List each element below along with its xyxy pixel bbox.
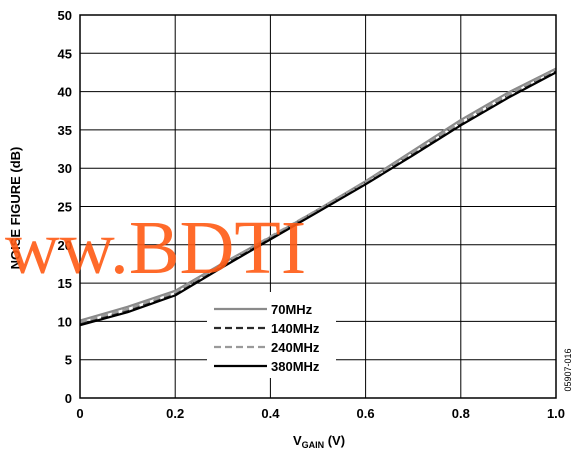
x-axis-title-main: V: [293, 433, 302, 448]
y-tick-label: 15: [58, 276, 72, 291]
legend: 70MHz 140MHz 240MHz 380MHz: [207, 292, 336, 378]
y-tick-label: 40: [58, 85, 72, 100]
legend-label-70MHz: 70MHz: [271, 302, 313, 317]
series-layer: [79, 67, 557, 327]
y-tick-label: 50: [58, 8, 72, 23]
y-tick-label: 25: [58, 200, 72, 215]
x-tick-label: 0: [76, 406, 83, 421]
x-tick-labels: 0 0.2 0.4 0.6 0.8 1.0: [76, 406, 565, 421]
series-line-240MHz: [79, 68, 557, 324]
legend-box: [207, 292, 336, 378]
x-tick-label: 0.8: [452, 406, 470, 421]
y-tick-label: 45: [58, 46, 72, 61]
y-tick-label: 30: [58, 161, 72, 176]
x-tick-label: 0.6: [357, 406, 375, 421]
x-tick-label: 1.0: [547, 406, 565, 421]
x-axis-title-unit: (V): [324, 433, 345, 448]
y-tick-label: 10: [58, 314, 72, 329]
y-axis-title: NOISE FIGURE (dB): [8, 147, 23, 270]
x-axis-title: VGAIN (V): [293, 433, 345, 450]
y-tick-label: 35: [58, 123, 72, 138]
x-tick-label: 0.2: [166, 406, 184, 421]
x-axis-title-subscript: GAIN: [302, 440, 325, 450]
y-tick-label: 0: [65, 391, 72, 406]
figure-code: 05907-016: [563, 348, 573, 391]
plot-frame: [79, 14, 557, 399]
x-tick-label: 0.4: [261, 406, 280, 421]
watermark-text: ww.BDTI: [5, 206, 306, 290]
series-line-380MHz: [79, 71, 557, 327]
y-tick-label: 20: [58, 238, 72, 253]
y-tick-labels: 0 5 10 15 20 25 30 35 40 45 50: [58, 8, 72, 406]
legend-label-240MHz: 240MHz: [271, 340, 320, 355]
legend-label-380MHz: 380MHz: [271, 359, 320, 374]
y-tick-label: 5: [65, 353, 72, 368]
legend-label-140MHz: 140MHz: [271, 321, 320, 336]
